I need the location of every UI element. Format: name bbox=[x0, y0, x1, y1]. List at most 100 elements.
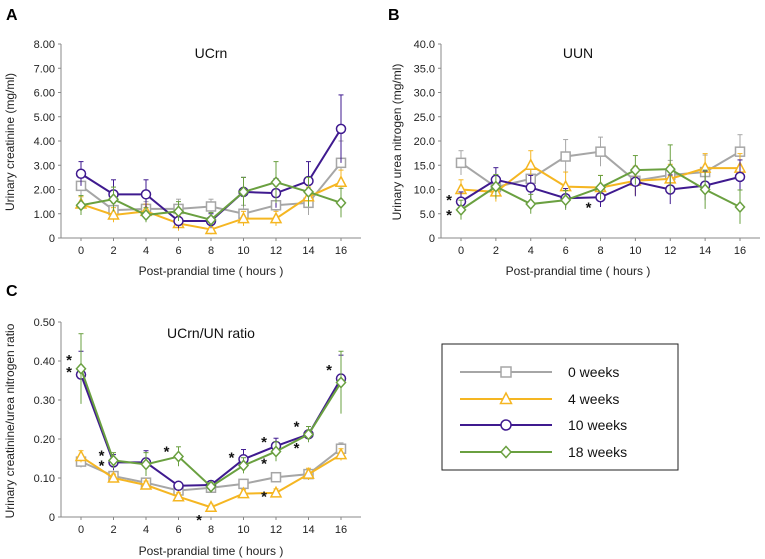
data-point bbox=[334, 175, 348, 187]
legend-label-10-weeks: 10 weeks bbox=[568, 417, 627, 433]
x-tick-label-a: 8 bbox=[208, 245, 214, 257]
x-tick-label-a: 12 bbox=[270, 245, 282, 257]
legend: 0 weeks 4 weeks 10 weeks 18 weeks bbox=[441, 343, 679, 471]
data-point bbox=[204, 222, 218, 235]
significance-star: * bbox=[586, 199, 592, 216]
data-point bbox=[490, 180, 502, 193]
y-tick-label-b: 15.0 bbox=[414, 160, 435, 172]
data-point bbox=[204, 500, 218, 512]
y-axis-label-a: Urinary creatinine (mg/ml) bbox=[3, 73, 17, 211]
significance-star: * bbox=[294, 418, 300, 435]
significance-star: * bbox=[261, 455, 267, 472]
y-tick-label-b: 5.0 bbox=[420, 209, 435, 221]
x-tick-label-b: 4 bbox=[528, 245, 534, 257]
x-tick-label-c: 6 bbox=[175, 524, 181, 536]
y-tick-label-a: 1.00 bbox=[34, 209, 55, 221]
significance-star: * bbox=[446, 192, 452, 209]
chart-title-c: UCrn/UN ratio bbox=[167, 325, 255, 341]
y-tick-label-b: 20.0 bbox=[414, 136, 435, 148]
data-point bbox=[525, 197, 537, 211]
x-axis-label-c: Post-prandial time ( hours ) bbox=[139, 544, 284, 558]
series-18-weeks-b bbox=[455, 144, 746, 224]
x-tick-label-c: 8 bbox=[208, 524, 214, 536]
y-tick-label-b: 10.0 bbox=[414, 185, 435, 197]
data-point bbox=[560, 151, 571, 162]
significance-star: * bbox=[326, 362, 332, 379]
y-tick-label-a: 8.00 bbox=[34, 39, 55, 51]
data-point bbox=[173, 480, 184, 492]
data-point bbox=[335, 376, 347, 389]
data-point bbox=[334, 447, 348, 460]
y-tick-label-a: 4.00 bbox=[34, 136, 55, 148]
x-tick-label-a: 10 bbox=[237, 245, 249, 257]
data-point bbox=[107, 193, 120, 206]
data-point bbox=[237, 486, 250, 499]
y-tick-label-c: 0 bbox=[49, 512, 55, 524]
x-tick-label-a: 0 bbox=[78, 245, 84, 257]
x-tick-label-b: 12 bbox=[664, 245, 676, 257]
y-tick-label-b: 40.0 bbox=[414, 39, 435, 51]
x-tick-label-a: 2 bbox=[110, 245, 116, 257]
panel-b: B UUN Post-prandial time ( hours ) Urina… bbox=[388, 7, 760, 278]
x-tick-label-b: 16 bbox=[734, 245, 746, 257]
data-point bbox=[172, 205, 185, 218]
y-tick-label-a: 7.00 bbox=[34, 63, 55, 75]
significance-star: * bbox=[99, 457, 105, 474]
data-point bbox=[140, 189, 152, 200]
y-axis-label-c: Urinary creatinine/urea nitrogen ratio bbox=[3, 323, 17, 518]
panel-label-b: B bbox=[388, 7, 400, 24]
y-tick-label-c: 0.40 bbox=[34, 356, 55, 368]
data-point bbox=[140, 208, 152, 222]
data-point bbox=[107, 454, 120, 467]
data-point bbox=[107, 470, 120, 483]
x-tick-label-b: 10 bbox=[629, 245, 641, 257]
data-point bbox=[595, 146, 606, 157]
y-tick-label-b: 0 bbox=[429, 233, 435, 245]
y-tick-label-b: 35.0 bbox=[414, 63, 435, 75]
significance-star: * bbox=[66, 364, 72, 381]
legend-marker-0-weeks bbox=[500, 366, 512, 378]
chart-title-b: UUN bbox=[563, 45, 593, 61]
data-point bbox=[75, 168, 87, 179]
y-tick-label-a: 3.00 bbox=[34, 160, 55, 172]
x-tick-label-a: 14 bbox=[302, 245, 314, 257]
significance-star: * bbox=[294, 440, 300, 457]
panel-a: A UCrn Post-prandial time ( hours ) Urin… bbox=[3, 7, 361, 278]
data-point bbox=[237, 459, 250, 472]
panel-c: C UCrn/UN ratio Post-prandial time ( hou… bbox=[3, 283, 361, 558]
series-line bbox=[80, 374, 342, 487]
series-4-weeks-c bbox=[74, 447, 348, 512]
panel-label-a: A bbox=[6, 7, 18, 24]
data-point bbox=[172, 489, 185, 502]
data-point bbox=[139, 477, 153, 490]
x-tick-label-c: 12 bbox=[270, 524, 282, 536]
data-point bbox=[302, 466, 315, 479]
series-18-weeks-a bbox=[75, 161, 347, 228]
x-tick-label-c: 14 bbox=[302, 524, 314, 536]
data-point bbox=[629, 163, 641, 177]
data-point bbox=[455, 157, 467, 169]
y-tick-label-c: 0.50 bbox=[34, 317, 55, 329]
legend-label-18-weeks: 18 weeks bbox=[568, 444, 627, 460]
data-point bbox=[270, 176, 282, 189]
y-tick-label-b: 30.0 bbox=[414, 88, 435, 100]
data-point bbox=[302, 428, 315, 441]
y-axis-label-b: Urinary urea nitrogen (mg/ml) bbox=[390, 64, 404, 221]
data-point bbox=[75, 199, 87, 212]
data-point bbox=[140, 458, 152, 471]
y-tick-label-c: 0.30 bbox=[34, 395, 55, 407]
x-tick-label-b: 8 bbox=[597, 245, 603, 257]
significance-star: * bbox=[229, 450, 235, 467]
data-point bbox=[75, 362, 87, 375]
y-tick-label-b: 25.0 bbox=[414, 112, 435, 124]
data-point bbox=[205, 480, 217, 493]
significance-star: * bbox=[196, 512, 202, 529]
x-tick-label-c: 0 bbox=[78, 524, 84, 536]
data-point bbox=[237, 211, 250, 224]
data-point bbox=[335, 196, 347, 209]
significance-star: * bbox=[446, 207, 452, 224]
data-point bbox=[525, 182, 536, 193]
legend-marker-10-weeks bbox=[500, 419, 512, 431]
data-point bbox=[237, 185, 250, 199]
